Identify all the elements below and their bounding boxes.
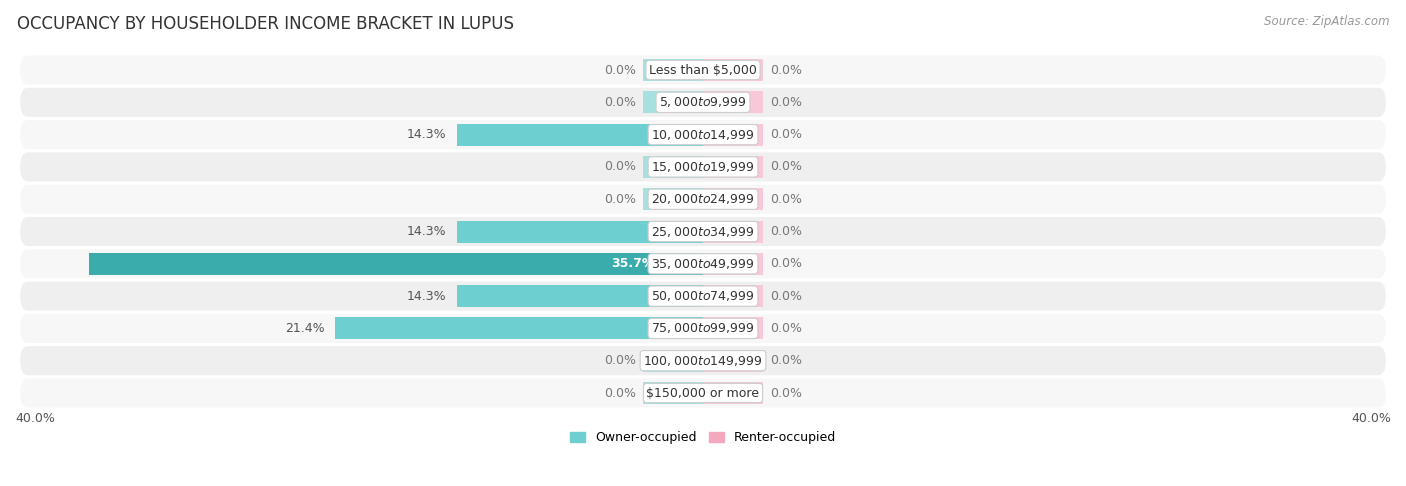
Bar [703,285,763,307]
Text: 0.0%: 0.0% [770,354,801,367]
Bar [703,221,763,243]
Bar [703,91,763,113]
Bar [457,285,703,307]
Text: $15,000 to $19,999: $15,000 to $19,999 [651,160,755,174]
Text: 0.0%: 0.0% [605,386,636,399]
Text: $150,000 or more: $150,000 or more [647,386,759,399]
Bar [457,123,703,146]
Text: $100,000 to $149,999: $100,000 to $149,999 [644,354,762,368]
Bar [643,59,703,81]
Bar [703,253,763,275]
FancyBboxPatch shape [20,249,1386,278]
Bar [643,156,703,178]
Text: 0.0%: 0.0% [605,354,636,367]
Text: 0.0%: 0.0% [770,290,801,303]
Text: 0.0%: 0.0% [770,225,801,238]
FancyBboxPatch shape [20,120,1386,149]
Text: $20,000 to $24,999: $20,000 to $24,999 [651,192,755,206]
Text: 0.0%: 0.0% [770,128,801,141]
Text: $75,000 to $99,999: $75,000 to $99,999 [651,321,755,335]
Text: 0.0%: 0.0% [770,64,801,76]
Text: 21.4%: 21.4% [285,322,325,335]
Text: Less than $5,000: Less than $5,000 [650,64,756,76]
Text: 35.7%: 35.7% [610,257,654,270]
FancyBboxPatch shape [20,346,1386,375]
Text: Source: ZipAtlas.com: Source: ZipAtlas.com [1264,15,1389,28]
Bar [703,188,763,210]
Bar [89,253,703,275]
Text: $25,000 to $34,999: $25,000 to $34,999 [651,225,755,239]
FancyBboxPatch shape [20,185,1386,214]
Text: $5,000 to $9,999: $5,000 to $9,999 [659,95,747,109]
FancyBboxPatch shape [20,379,1386,408]
Text: 0.0%: 0.0% [770,322,801,335]
FancyBboxPatch shape [20,281,1386,311]
Bar [643,382,703,404]
Text: 40.0%: 40.0% [15,412,55,425]
Bar [703,59,763,81]
Text: 40.0%: 40.0% [1351,412,1391,425]
Bar [643,188,703,210]
Bar [703,123,763,146]
Text: 0.0%: 0.0% [605,193,636,206]
Text: 0.0%: 0.0% [770,96,801,109]
FancyBboxPatch shape [20,217,1386,246]
Text: 0.0%: 0.0% [770,193,801,206]
Text: OCCUPANCY BY HOUSEHOLDER INCOME BRACKET IN LUPUS: OCCUPANCY BY HOUSEHOLDER INCOME BRACKET … [17,15,513,33]
Text: 14.3%: 14.3% [408,128,447,141]
Text: 0.0%: 0.0% [770,160,801,174]
FancyBboxPatch shape [20,314,1386,343]
Text: 14.3%: 14.3% [408,225,447,238]
Bar [703,350,763,372]
Bar [643,350,703,372]
Bar [335,317,703,339]
Text: 0.0%: 0.0% [605,160,636,174]
FancyBboxPatch shape [20,55,1386,85]
Text: 0.0%: 0.0% [605,96,636,109]
Text: $10,000 to $14,999: $10,000 to $14,999 [651,128,755,141]
Bar [703,382,763,404]
Text: 0.0%: 0.0% [605,64,636,76]
Text: 0.0%: 0.0% [770,386,801,399]
Legend: Owner-occupied, Renter-occupied: Owner-occupied, Renter-occupied [565,426,841,449]
Text: 0.0%: 0.0% [770,257,801,270]
FancyBboxPatch shape [20,153,1386,181]
FancyBboxPatch shape [20,88,1386,117]
Bar [643,91,703,113]
Text: $50,000 to $74,999: $50,000 to $74,999 [651,289,755,303]
Bar [703,156,763,178]
Bar [457,221,703,243]
Bar [703,317,763,339]
Text: $35,000 to $49,999: $35,000 to $49,999 [651,257,755,271]
Text: 14.3%: 14.3% [408,290,447,303]
